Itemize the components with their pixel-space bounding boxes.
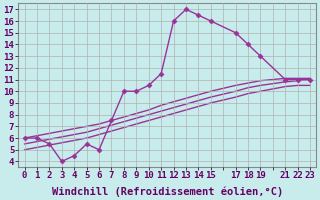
X-axis label: Windchill (Refroidissement éolien,°C): Windchill (Refroidissement éolien,°C) [52, 186, 283, 197]
